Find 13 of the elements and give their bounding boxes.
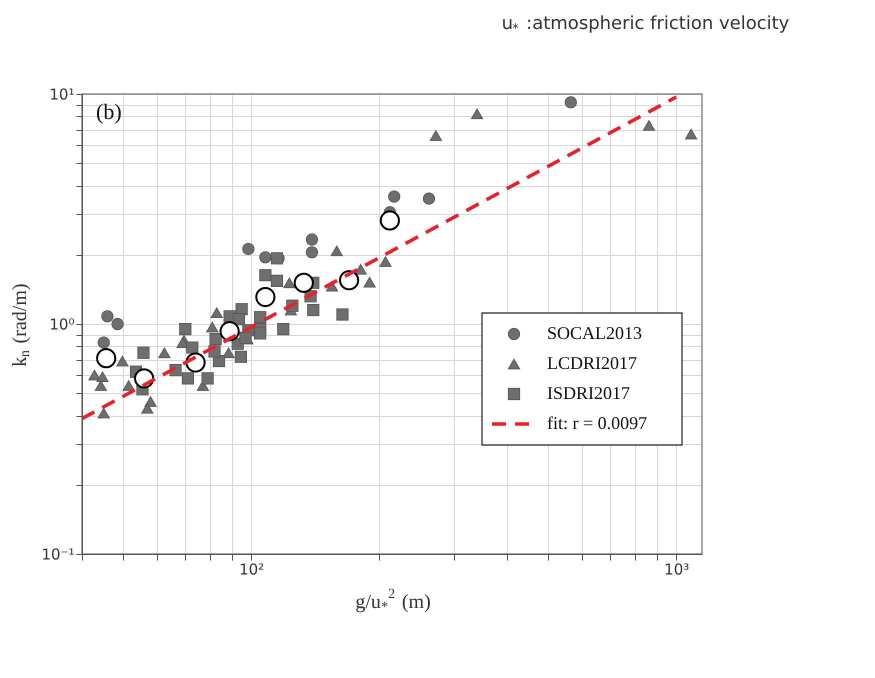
y-axis-title: kn (rad/m): [9, 283, 33, 367]
legend-label: LCDRI2017: [547, 353, 637, 373]
legend-label: ISDRI2017: [547, 383, 630, 403]
text: u* :atmospheric friction velocity: [502, 13, 790, 36]
x-axis-title: g/u*2 (m): [355, 587, 431, 615]
x-tick-label: 10³: [664, 560, 690, 578]
y-tick-label: 10⁰: [49, 316, 74, 334]
x-tick-label: 10²: [239, 560, 264, 578]
y-tick-label: 10¹: [49, 86, 74, 104]
legend-label: fit: r = 0.0097: [547, 413, 648, 433]
y-tick-label: 10⁻¹: [41, 546, 74, 564]
legend-label: SOCAL2013: [547, 323, 642, 343]
annotation: (b): [96, 99, 122, 124]
